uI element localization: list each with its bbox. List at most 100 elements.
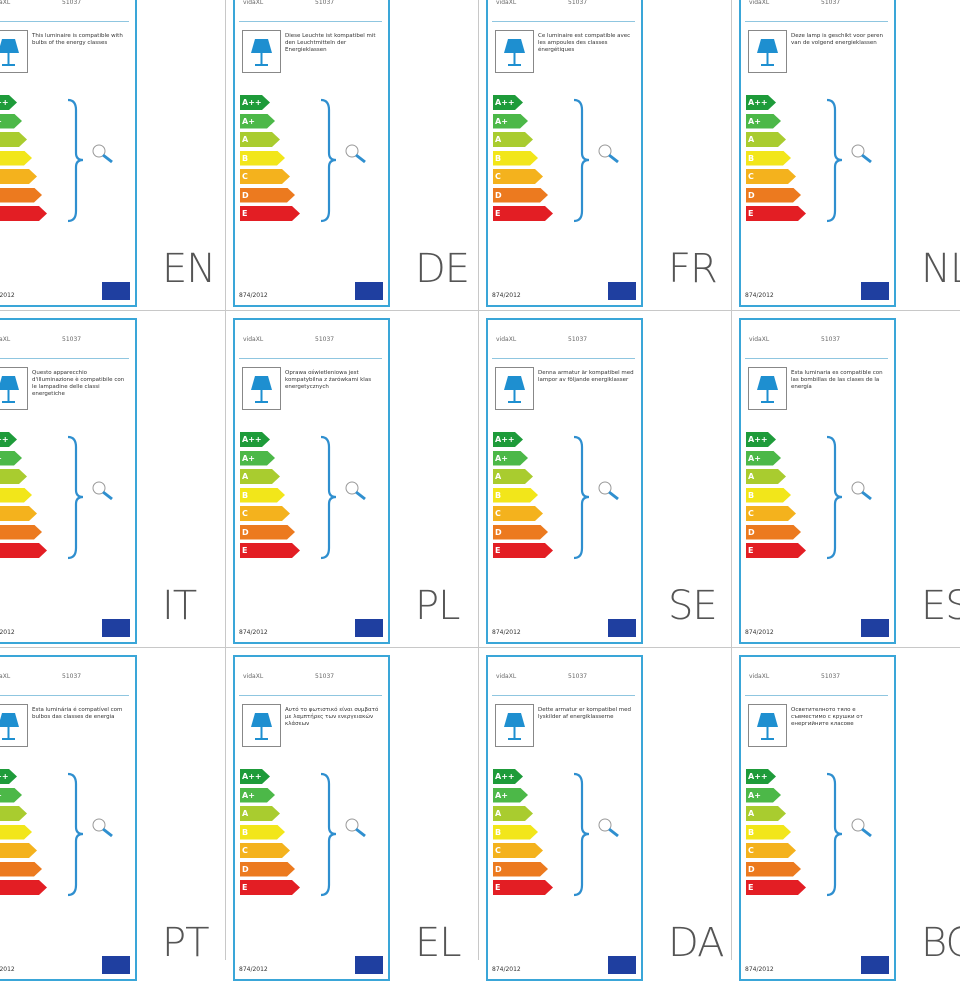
brand-text: vidaXL [0,0,11,6]
description-text: Осветителното тяло е съвместимо с крушки… [791,707,863,727]
brace-icon [825,772,845,901]
lamp-icon [495,367,534,410]
energy-class-bar: D [746,862,801,877]
grid-divider [225,0,226,960]
description-text: Αυτό το φωτιστικό είναι συμβατό με λαμπτ… [285,707,379,727]
product-code: 51037 [315,336,335,343]
energy-class-bar: C [746,169,796,184]
bulb-icon [849,143,875,169]
energy-class-bar: A++ [746,95,776,110]
energy-label: vidaXL 51037 Αυτό το φωτιστικό είναι συμβα… [233,655,390,981]
regulation-text: 874/2012 [745,292,774,299]
energy-class-bar: D [0,188,42,203]
language-code: EL [415,920,462,966]
energy-class-bar: D [746,525,801,540]
energy-class-bar: B [746,825,791,840]
brace-icon [66,772,86,901]
energy-class-bar: C [0,169,37,184]
energy-class-bar: B [0,488,32,503]
energy-class-bar: B [0,825,32,840]
product-code: 51037 [821,0,841,6]
description-text: Denna armatur är kompatibel med lampor a… [538,370,634,383]
divider [492,21,635,22]
regulation-text: 874/2012 [0,292,15,299]
product-code: 51037 [568,336,588,343]
energy-class-bar: D [493,188,548,203]
energy-class-bar: A+ [746,788,781,803]
product-code: 51037 [568,0,588,6]
language-code: SE [668,583,718,629]
energy-class-bar: D [0,862,42,877]
energy-class-bar: A [746,132,786,147]
energy-class-bar: C [240,506,290,521]
brand-text: vidaXL [496,0,517,6]
product-code: 51037 [62,673,82,680]
product-code: 51037 [568,673,588,680]
energy-class-bar: A++ [240,432,270,447]
energy-label: vidaXL 51037 Diese Leuchte ist kompatibel … [233,0,390,307]
brand-text: vidaXL [243,0,264,6]
energy-class-bar: A++ [493,432,523,447]
eu-flag-icon [861,282,889,300]
energy-class-bar: C [240,169,290,184]
description-text: This luminaire is compatible with bulbs … [32,33,123,46]
energy-class-bar: A [746,469,786,484]
energy-class-bar: A++ [746,769,776,784]
description-text: Questo apparecchio d'illuminazione è com… [32,370,125,397]
lamp-icon [495,704,534,747]
energy-class-bar: A+ [240,788,275,803]
product-code: 51037 [821,336,841,343]
energy-label: vidaXL 51037 This luminaire is compatible … [0,0,137,307]
lamp-icon [242,704,281,747]
energy-class-bar: B [493,151,538,166]
description-text: Deze lamp is geschikt voor peren van de … [791,33,884,46]
energy-class-bar: A+ [493,114,528,129]
eu-flag-icon [608,956,636,974]
brand-text: vidaXL [0,336,11,343]
energy-label: vidaXL 51037 Deze lamp is geschikt voor pe… [739,0,896,307]
energy-class-bar: E [493,206,553,221]
regulation-text: 874/2012 [239,966,268,973]
energy-class-bar: E [0,543,47,558]
bulb-icon [343,480,369,506]
energy-class-bar: A+ [493,788,528,803]
divider [745,695,888,696]
energy-class-bar: D [0,525,42,540]
energy-class-bar: A [0,132,27,147]
divider [0,358,129,359]
grid-divider [0,647,960,648]
eu-flag-icon [102,282,130,300]
energy-class-bar: A++ [493,769,523,784]
energy-class-bar: A+ [0,788,22,803]
energy-class-bar: A+ [240,114,275,129]
bulb-icon [90,817,116,843]
energy-class-bar: A++ [0,95,17,110]
energy-class-bar: E [746,880,806,895]
description-text: Esta luminaria es compatible con las bom… [791,370,883,390]
energy-class-bar: A++ [0,432,17,447]
brand-text: vidaXL [496,336,517,343]
energy-class-bar: E [0,206,47,221]
language-code: NL [921,246,960,292]
energy-label: vidaXL 51037 Denna armatur är kompatibel m… [486,318,643,644]
language-code: DE [415,246,470,292]
energy-class-bar: E [240,880,300,895]
brace-icon [319,98,339,227]
regulation-text: 874/2012 [239,629,268,636]
regulation-text: 874/2012 [745,966,774,973]
energy-label: vidaXL 51037 Esta luminária é compatível c… [0,655,137,981]
energy-class-bar: A+ [493,451,528,466]
bulb-icon [849,817,875,843]
energy-class-bar: A++ [746,432,776,447]
brace-icon [319,435,339,564]
brace-icon [319,772,339,901]
lamp-icon [748,367,787,410]
energy-class-bar: C [240,843,290,858]
energy-class-bar: C [0,843,37,858]
eu-flag-icon [102,956,130,974]
energy-label: vidaXL 51037 Осветителното тяло е съвмести… [739,655,896,981]
energy-class-bar: E [240,543,300,558]
energy-class-bar: A [0,806,27,821]
eu-flag-icon [608,282,636,300]
brand-text: vidaXL [0,673,11,680]
